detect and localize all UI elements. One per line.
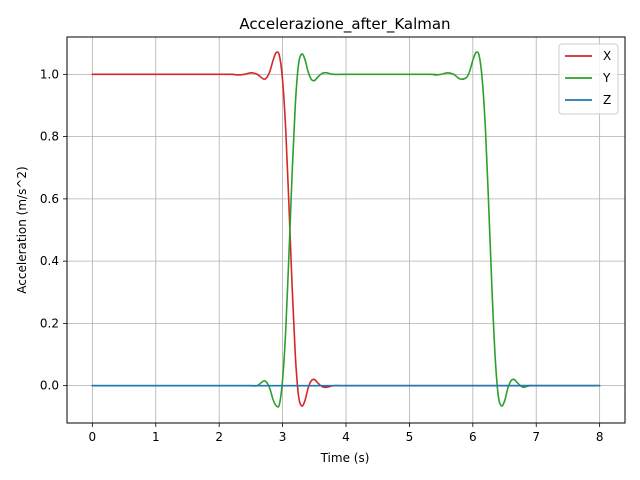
x-tick-label: 4 (342, 430, 350, 444)
axis-ticks: 0 1 2 3 4 5 6 7 8 0.0 0.2 0.4 0.6 0.8 1.0 (40, 67, 604, 444)
y-tick-label: 0.2 (40, 316, 59, 330)
y-tick-label: 0.4 (40, 254, 59, 268)
y-tick-label: 0.8 (40, 130, 59, 144)
series-line-x (91, 51, 601, 407)
y-axis-label: Acceleration (m/s^2) (15, 166, 29, 293)
y-tick-label: 1.0 (40, 67, 59, 81)
grid (67, 37, 625, 423)
x-tick-label: 3 (279, 430, 287, 444)
y-tick-label: 0.6 (40, 192, 59, 206)
legend: XYZ (558, 43, 619, 115)
plot-lines (91, 51, 601, 408)
x-tick-label: 8 (596, 430, 604, 444)
x-tick-label: 1 (152, 430, 160, 444)
x-tick-label: 2 (215, 430, 223, 444)
x-tick-label: 7 (532, 430, 540, 444)
legend-label-y: Y (602, 71, 611, 85)
series-line-y (91, 51, 601, 408)
x-tick-label: 6 (469, 430, 477, 444)
legend-box (558, 43, 619, 115)
chart-title: Accelerazione_after_Kalman (239, 15, 450, 34)
x-axis-label: Time (s) (320, 451, 370, 465)
x-tick-label: 0 (89, 430, 97, 444)
x-tick-label: 5 (406, 430, 414, 444)
y-tick-label: 0.0 (40, 379, 59, 393)
legend-label-z: Z (603, 93, 611, 107)
legend-label-x: X (603, 49, 611, 63)
